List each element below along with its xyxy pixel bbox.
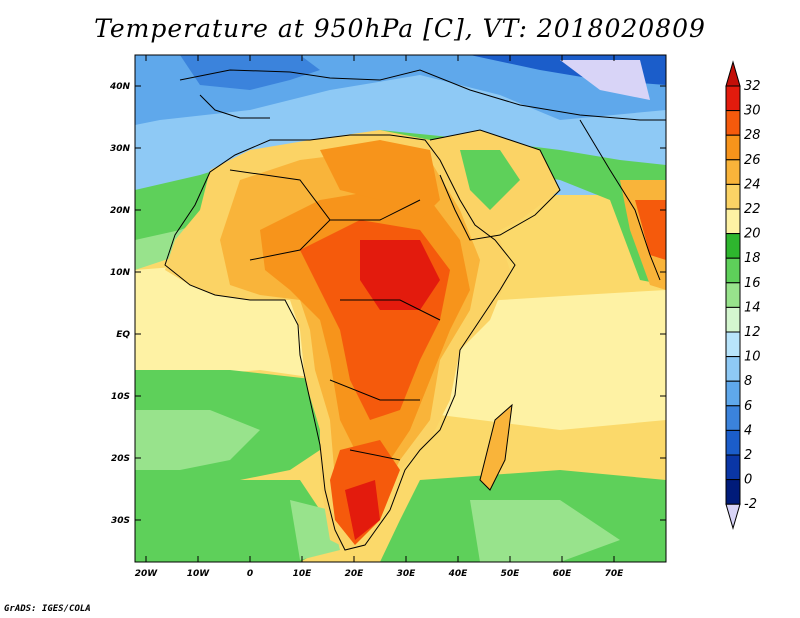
colorbar-label: 24 [744, 177, 761, 192]
colorbar-swatch [725, 233, 741, 259]
colorbar-swatch [725, 85, 741, 112]
colorbar-swatch [725, 159, 741, 185]
lon-label: 50E [501, 569, 521, 579]
colorbar-label: 4 [744, 423, 752, 438]
lat-label: 10N [110, 268, 131, 278]
lat-label: 30N [110, 144, 131, 154]
colorbar-swatch [725, 208, 741, 235]
lat-label: 30S [111, 516, 130, 526]
colorbar-label: 32 [744, 79, 761, 94]
colorbar-swatch [725, 134, 741, 161]
lon-label: 0 [247, 569, 253, 579]
lon-label: 10W [187, 569, 211, 579]
latitude-labels: 40N 30N 20N 10N EQ 10S 20S 30S [109, 82, 666, 526]
grads-credit: GrADS: IGES/COLA [4, 604, 91, 614]
colorbar-label: 16 [744, 276, 761, 291]
colorbar-label: 0 [744, 473, 752, 488]
colorbar-swatch [725, 110, 741, 136]
lat-label: 20S [111, 454, 130, 464]
colorbar-label: 2 [744, 448, 752, 463]
coastlines [164, 69, 666, 551]
colorbar-top-arrow [725, 60, 741, 87]
lat-label: 10S [111, 392, 130, 402]
colorbar-swatch [725, 282, 741, 308]
lon-label: 10E [293, 569, 313, 579]
lon-label: 30E [397, 569, 417, 579]
lat-label: 20N [110, 206, 131, 216]
colorbar-swatch [725, 479, 741, 505]
temperature-field [135, 55, 666, 562]
lon-label: 70E [605, 569, 625, 579]
colorbar-swatch [725, 183, 741, 210]
lon-label: 20E [345, 569, 365, 579]
lon-label: 60E [553, 569, 573, 579]
colorbar-label: 30 [744, 104, 761, 119]
colorbar-swatch [725, 429, 741, 456]
colorbar-label: 26 [744, 153, 761, 168]
colorbar-label: 8 [744, 374, 752, 389]
map-title: Temperature at 950hPa [C], VT: 201802080… [94, 14, 706, 43]
colorbar-label: 22 [744, 202, 761, 217]
colorbar-swatch [725, 306, 741, 333]
colorbar-label: -2 [744, 497, 757, 512]
lon-label: 40E [448, 569, 469, 579]
colorbar-label: 14 [744, 300, 761, 315]
colorbar-swatch [725, 331, 741, 358]
colorbar-label: 28 [744, 128, 761, 143]
colorbar-bottom-arrow [725, 503, 741, 530]
colorbar-swatch [725, 257, 741, 284]
lon-label: 20W [135, 569, 159, 579]
colorbar-label: 12 [744, 325, 761, 340]
map-frame [134, 54, 667, 563]
longitude-labels: 20W 10W 0 10E 20E 30E 40E 50E 60E 70E [135, 55, 624, 579]
colorbar-swatch [725, 356, 741, 382]
colorbar-swatch [725, 454, 741, 481]
colorbar-label: 18 [744, 251, 761, 266]
colorbar-swatch [725, 380, 741, 407]
lat-label: EQ [116, 330, 130, 340]
colorbar-swatch [725, 405, 741, 431]
colorbar-label: 10 [744, 350, 761, 365]
colorbar-label: 6 [744, 399, 752, 414]
colorbar-label: 20 [744, 227, 761, 242]
lat-label: 40N [109, 82, 131, 92]
